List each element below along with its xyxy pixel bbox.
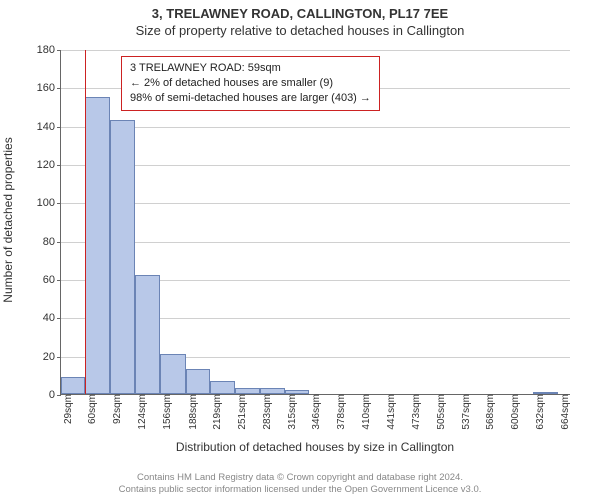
y-tick-label: 60 <box>43 274 61 286</box>
annotation-line2: ← 2% of detached houses are smaller (9) <box>130 76 371 91</box>
x-tick-label: 188sqm <box>186 394 199 430</box>
y-tick-label: 100 <box>37 197 61 209</box>
annotation-line3: 98% of semi-detached houses are larger (… <box>130 91 371 106</box>
histogram-bar <box>135 275 160 394</box>
x-tick-label: 219sqm <box>210 394 223 430</box>
x-tick-label: 92sqm <box>110 394 123 424</box>
y-tick-label: 40 <box>43 312 61 324</box>
footer-line2: Contains public sector information licen… <box>119 484 482 495</box>
x-tick-label: 632sqm <box>533 394 546 430</box>
footer-line1: Contains HM Land Registry data © Crown c… <box>137 472 463 483</box>
x-tick-label: 537sqm <box>459 394 472 430</box>
x-tick-label: 315sqm <box>285 394 298 430</box>
annotation-box: 3 TRELAWNEY ROAD: 59sqm← 2% of detached … <box>121 56 380 111</box>
x-tick-label: 664sqm <box>558 394 571 430</box>
page-title: 3, TRELAWNEY ROAD, CALLINGTON, PL17 7EE <box>0 0 600 21</box>
histogram-bar <box>85 97 110 394</box>
x-tick-label: 156sqm <box>160 394 173 430</box>
histogram-bar <box>210 381 235 394</box>
y-tick-label: 160 <box>37 82 61 94</box>
x-tick-label: 346sqm <box>309 394 322 430</box>
x-tick-label: 124sqm <box>135 394 148 430</box>
y-tick-label: 180 <box>37 44 61 56</box>
annotation-line1: 3 TRELAWNEY ROAD: 59sqm <box>130 61 371 76</box>
histogram-bar <box>110 120 135 394</box>
x-tick-label: 251sqm <box>235 394 248 430</box>
footer-attribution: Contains HM Land Registry data © Crown c… <box>10 472 590 496</box>
page-subtitle: Size of property relative to detached ho… <box>0 21 600 38</box>
gridline <box>61 165 570 166</box>
x-tick-label: 60sqm <box>85 394 98 424</box>
y-tick-label: 80 <box>43 236 61 248</box>
x-tick-label: 283sqm <box>260 394 273 430</box>
y-axis-label: Number of detached properties <box>1 137 15 302</box>
histogram-bar <box>61 377 85 394</box>
x-tick-label: 410sqm <box>359 394 372 430</box>
gridline <box>61 127 570 128</box>
x-tick-label: 441sqm <box>384 394 397 430</box>
gridline <box>61 50 570 51</box>
histogram-bar <box>160 354 185 394</box>
x-tick-label: 473sqm <box>409 394 422 430</box>
x-axis-label: Distribution of detached houses by size … <box>60 440 570 454</box>
x-tick-label: 568sqm <box>483 394 496 430</box>
x-tick-label: 505sqm <box>434 394 447 430</box>
x-tick-label: 600sqm <box>508 394 521 430</box>
gridline <box>61 242 570 243</box>
y-tick-label: 120 <box>37 159 61 171</box>
y-tick-label: 140 <box>37 121 61 133</box>
y-tick-label: 20 <box>43 351 61 363</box>
gridline <box>61 203 570 204</box>
x-tick-label: 29sqm <box>61 394 74 424</box>
x-tick-label: 378sqm <box>334 394 347 430</box>
highlight-marker <box>85 50 86 394</box>
y-tick-label: 0 <box>49 389 61 401</box>
histogram-bar <box>186 369 210 394</box>
histogram-chart: 0204060801001201401601803 TRELAWNEY ROAD… <box>60 50 570 395</box>
